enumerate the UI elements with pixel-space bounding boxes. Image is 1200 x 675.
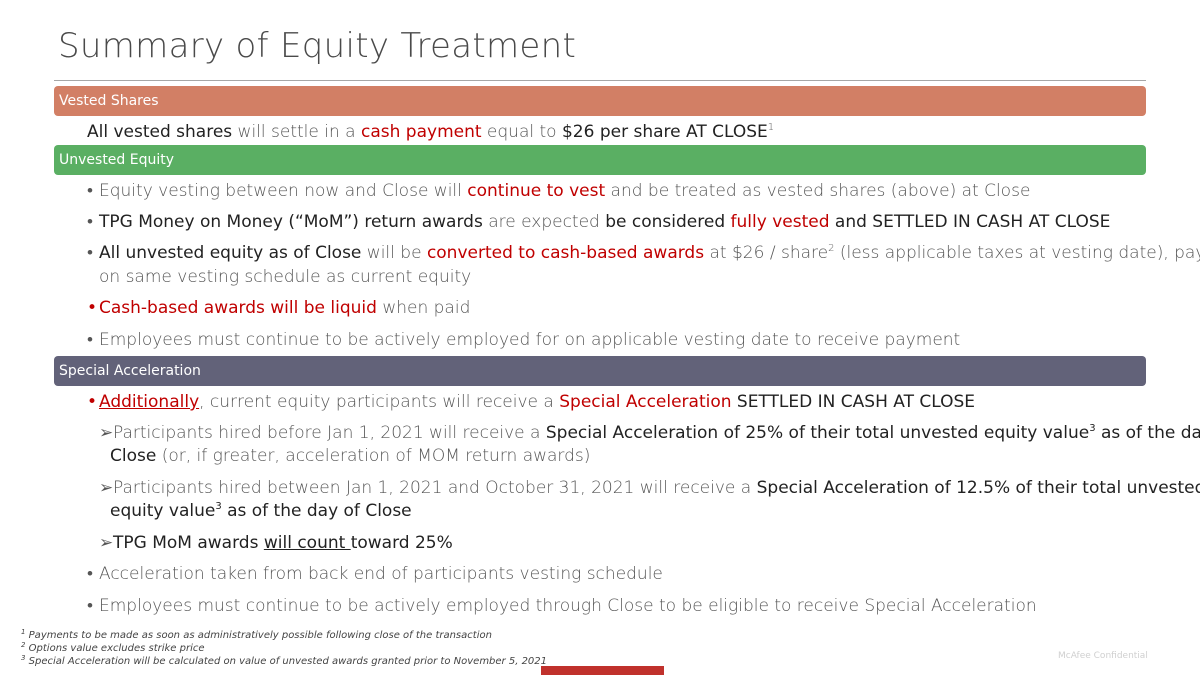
vested-shares-statement: All vested shares will settle in a cash …: [87, 121, 774, 144]
text-fragment: , current equity participants will recei…: [199, 392, 560, 412]
text-fragment: equal to: [481, 122, 562, 142]
footnote-ref: 2: [828, 243, 835, 254]
bullet-icon: •: [87, 330, 93, 350]
text-fragment: Special Acceleration of 25% of their tot…: [545, 423, 1090, 443]
unvested-bullet-continue-to-vest: • Equity vesting between now and Close wi…: [87, 180, 1030, 203]
text-fragment: Special Acceleration: [559, 392, 732, 412]
footnote-ref: 3: [1089, 423, 1096, 434]
text-fragment: All vested shares: [87, 122, 233, 142]
footnote-ref: 3: [215, 501, 222, 512]
text-fragment: TPG MoM awards: [113, 533, 264, 553]
text-fragment: when paid: [376, 298, 471, 318]
text-fragment: equity value: [110, 501, 216, 521]
footnote-2: 2 Options value excludes strike price: [21, 641, 205, 655]
text-fragment: continue to vest: [467, 181, 606, 201]
bullet-icon: •: [87, 392, 98, 412]
text-fragment: SETTLED IN CASH AT CLOSE: [731, 392, 976, 412]
footnote-ref: 1: [767, 122, 775, 133]
text-fragment: Participants hired between Jan 1, 2021 a…: [113, 478, 757, 498]
text-fragment: as of the day of Close: [221, 501, 412, 521]
text-fragment: and: [829, 212, 873, 232]
text-fragment: Cash-based awards will be liquid: [99, 298, 377, 318]
special-bullet-employment: • Employees must continue to be actively …: [87, 595, 1037, 618]
footnote-number: 1: [21, 628, 26, 636]
text-fragment: at $26 / share: [704, 243, 829, 263]
section-header-vested-shares: Vested Shares: [54, 86, 1146, 116]
text-fragment: and be treated as vested shares (above) …: [605, 181, 1031, 201]
footnote-3: 3 Special Acceleration will be calculate…: [21, 654, 548, 668]
bullet-icon: •: [87, 564, 93, 584]
bullet-icon: •: [87, 243, 93, 263]
text-fragment: will be: [361, 243, 427, 263]
bullet-icon: •: [87, 212, 93, 232]
text-fragment: as of the day of: [1100, 423, 1200, 443]
special-subbullet-25pct-cont: Close (or, if greater, acceleration of M…: [110, 445, 590, 468]
text-fragment: Close: [110, 446, 157, 466]
text-fragment: SETTLED IN CASH AT CLOSE: [872, 212, 1111, 232]
arrow-bullet-icon: ➢: [99, 533, 114, 553]
unvested-bullet-converted-awards-cont: on same vesting schedule as current equi…: [99, 267, 472, 287]
section-header-unvested-equity: Unvested Equity: [54, 145, 1146, 175]
text-fragment: Employees must continue to be actively e…: [99, 596, 1037, 616]
text-fragment: will count: [263, 533, 351, 553]
title-divider: [54, 80, 1146, 81]
confidential-label: McAfee Confidential: [1058, 651, 1148, 661]
text-fragment: are expected: [482, 212, 606, 232]
text-fragment: Participants hired before Jan 1, 2021 wi…: [113, 423, 546, 443]
text-fragment: (less applicable taxes at vesting date),…: [839, 243, 1200, 263]
text-fragment: converted to cash-based awards: [426, 243, 705, 263]
text-fragment: Special Acceleration of 12.5% of their t…: [756, 478, 1200, 498]
unvested-bullet-mom-awards: • TPG Money on Money (“MoM”) return award…: [87, 211, 1110, 234]
special-bullet-additionally: • Additionally, current equity participan…: [87, 391, 975, 414]
text-fragment: (or, if greater, acceleration of MOM ret…: [156, 446, 591, 466]
special-subbullet-12pct: ➢Participants hired between Jan 1, 2021 …: [99, 477, 1200, 500]
unvested-bullet-employment: • Employees must continue to be actively …: [87, 329, 960, 352]
special-subbullet-12pct-cont: equity value3 as of the day of Close: [110, 500, 412, 523]
bullet-icon: •: [87, 596, 93, 616]
text-fragment: Employees must continue to be actively e…: [99, 330, 961, 350]
special-subbullet-25pct: ➢Participants hired before Jan 1, 2021 w…: [99, 422, 1200, 445]
arrow-bullet-icon: ➢: [99, 478, 114, 498]
page-title: Summary of Equity Treatment: [58, 26, 577, 66]
text-fragment: $26 per share AT CLOSE: [561, 122, 768, 142]
unvested-bullet-liquid: • Cash-based awards will be liquid when p…: [87, 297, 470, 320]
section-header-special-acceleration: Special Acceleration: [54, 356, 1146, 386]
footnote-number: 2: [21, 641, 26, 649]
text-fragment: toward 25%: [350, 533, 453, 553]
text-fragment: Acceleration taken from back end of part…: [99, 564, 663, 584]
text-fragment: fully vested: [730, 212, 830, 232]
special-subbullet-mom: ➢TPG MoM awards will count toward 25%: [99, 532, 453, 555]
text-fragment: will settle in a: [232, 122, 361, 142]
bullet-icon: •: [87, 181, 93, 201]
footnote-number: 3: [21, 654, 26, 662]
arrow-bullet-icon: ➢: [99, 423, 114, 443]
unvested-bullet-converted-awards: • All unvested equity as of Close will be…: [87, 242, 1200, 265]
special-bullet-back-end: • Acceleration taken from back end of par…: [87, 563, 663, 586]
text-fragment: Additionally: [99, 392, 200, 412]
text-fragment: All unvested equity as of Close: [99, 243, 362, 263]
footnote-1: 1 Payments to be made as soon as adminis…: [21, 628, 492, 642]
footnote-text: Payments to be made as soon as administr…: [28, 630, 492, 641]
footer-accent-bar: [541, 666, 664, 675]
text-fragment: be considered: [605, 212, 731, 232]
text-fragment: cash payment: [361, 122, 482, 142]
footnote-text: Special Acceleration will be calculated …: [28, 656, 548, 667]
text-fragment: TPG Money on Money (“MoM”) return awards: [99, 212, 483, 232]
footnote-text: Options value excludes strike price: [28, 643, 205, 654]
text-fragment: Equity vesting between now and Close wil…: [99, 181, 468, 201]
bullet-icon: •: [87, 298, 98, 318]
